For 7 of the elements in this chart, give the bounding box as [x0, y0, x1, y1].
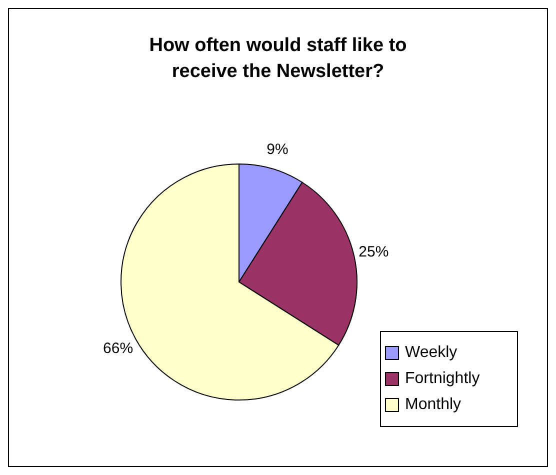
data-label: 66% [103, 340, 134, 357]
data-label: 25% [358, 243, 389, 260]
legend-label: Weekly [405, 343, 458, 363]
chart-title: How often would staff like to receive the Newsletter? [148, 34, 408, 84]
legend-label: Fortnightly [405, 369, 480, 389]
data-label: 9% [266, 140, 288, 158]
legend-label: Monthly [405, 395, 462, 415]
